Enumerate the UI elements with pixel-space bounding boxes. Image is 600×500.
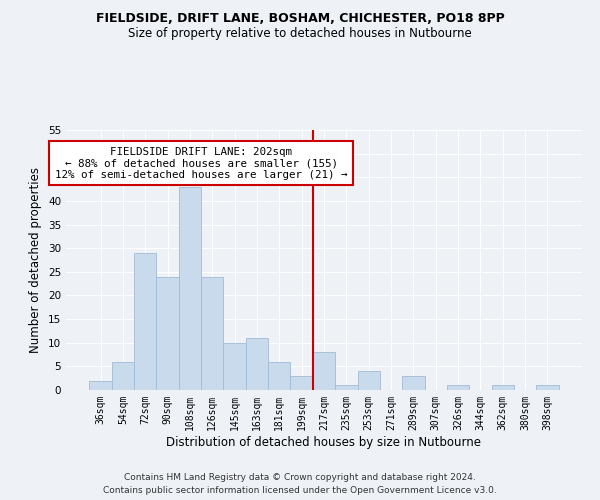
Y-axis label: Number of detached properties: Number of detached properties — [29, 167, 43, 353]
X-axis label: Distribution of detached houses by size in Nutbourne: Distribution of detached houses by size … — [167, 436, 482, 448]
Bar — [268, 362, 290, 390]
Text: Contains public sector information licensed under the Open Government Licence v3: Contains public sector information licen… — [103, 486, 497, 495]
Bar — [246, 338, 268, 390]
Bar — [491, 386, 514, 390]
Bar — [201, 276, 223, 390]
Bar — [157, 276, 179, 390]
Bar — [89, 380, 112, 390]
Bar — [290, 376, 313, 390]
Bar — [402, 376, 425, 390]
Text: FIELDSIDE, DRIFT LANE, BOSHAM, CHICHESTER, PO18 8PP: FIELDSIDE, DRIFT LANE, BOSHAM, CHICHESTE… — [95, 12, 505, 26]
Bar — [134, 253, 157, 390]
Text: Contains HM Land Registry data © Crown copyright and database right 2024.: Contains HM Land Registry data © Crown c… — [124, 474, 476, 482]
Text: FIELDSIDE DRIFT LANE: 202sqm
← 88% of detached houses are smaller (155)
12% of s: FIELDSIDE DRIFT LANE: 202sqm ← 88% of de… — [55, 146, 347, 180]
Bar — [112, 362, 134, 390]
Bar — [223, 342, 246, 390]
Bar — [447, 386, 469, 390]
Bar — [358, 371, 380, 390]
Bar — [335, 386, 358, 390]
Bar — [179, 186, 201, 390]
Bar — [313, 352, 335, 390]
Text: Size of property relative to detached houses in Nutbourne: Size of property relative to detached ho… — [128, 28, 472, 40]
Bar — [536, 386, 559, 390]
